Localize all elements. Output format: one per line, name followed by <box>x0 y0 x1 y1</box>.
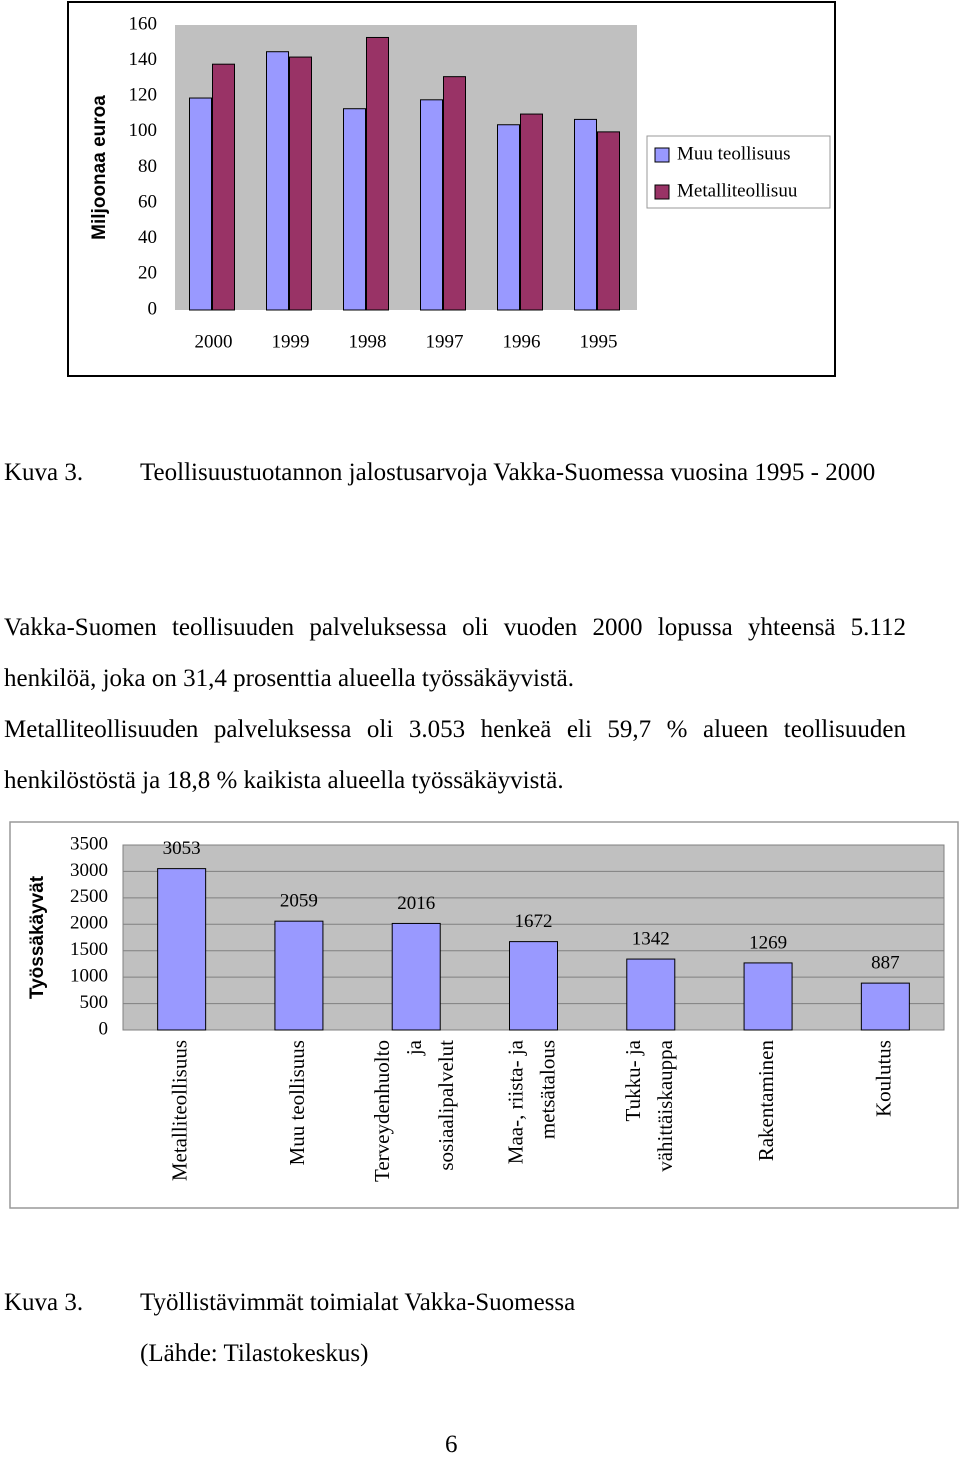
x-tick-label: Koulutus <box>871 1040 895 1117</box>
bar <box>597 131 620 311</box>
bar <box>391 922 441 1031</box>
y-axis-label: Miljoonaa euroa <box>89 95 110 240</box>
legend-swatch <box>654 184 670 200</box>
caption-label: Kuva 3. <box>4 1289 84 1316</box>
paragraph-text: Metalliteollisuuden palveluksessa oli 3.… <box>4 716 906 794</box>
bar <box>420 99 443 311</box>
value-label: 1342 <box>632 928 670 949</box>
bar <box>509 941 558 1031</box>
y-tick-label: 160 <box>129 13 158 34</box>
bar <box>189 97 212 311</box>
bar <box>743 962 793 1031</box>
x-tick-label: Metalliteollisuus <box>167 1040 191 1181</box>
x-tick-label: 1995 <box>580 331 618 352</box>
y-tick-label: 2000 <box>70 913 108 934</box>
y-tick-label: 3000 <box>70 860 108 881</box>
x-tick-label: Tukku- ja vähittäiskauppa <box>621 1039 677 1171</box>
plot-area <box>175 25 637 310</box>
bar <box>266 51 289 311</box>
x-tick-label: Rakentaminen <box>754 1040 778 1162</box>
caption-text: Työllistävimmät toimialat Vakka-Suomessa <box>140 1289 576 1316</box>
bar <box>289 56 312 311</box>
y-tick-label: 500 <box>80 992 109 1013</box>
bar <box>520 113 543 311</box>
bar <box>626 958 676 1031</box>
bar <box>157 868 207 1031</box>
bar <box>443 76 466 311</box>
bar <box>212 63 235 311</box>
x-tick-label: 1999 <box>272 331 310 352</box>
value-label: 887 <box>871 952 900 973</box>
y-tick-label: 80 <box>138 156 157 177</box>
y-tick-label: 0 <box>99 1018 109 1039</box>
x-tick-label: 1998 <box>349 331 387 352</box>
x-tick-label: Terveydenhuolto ja sosiaalipalvelut <box>370 1039 458 1182</box>
y-axis-label: Työssäkäyvät <box>27 875 48 999</box>
y-tick-label: 140 <box>129 49 158 70</box>
y-tick-label: 40 <box>138 227 157 248</box>
y-tick-label: 100 <box>129 120 158 141</box>
y-tick-label: 3500 <box>70 833 108 854</box>
value-label: 2059 <box>280 891 318 912</box>
legend-box <box>646 135 831 209</box>
x-tick-label: Muu teollisuus <box>285 1040 309 1165</box>
value-label: 3053 <box>163 838 201 859</box>
value-label: 1269 <box>749 932 787 953</box>
x-tick-label: 2000 <box>195 331 233 352</box>
legend-swatch <box>654 147 670 163</box>
bar <box>860 982 910 1031</box>
legend-label: Muu teollisuus <box>677 143 790 164</box>
y-tick-label: 2500 <box>70 886 108 907</box>
y-tick-label: 20 <box>138 263 157 284</box>
bar <box>574 118 597 311</box>
x-tick-label: 1997 <box>426 331 464 352</box>
y-tick-label: 60 <box>138 191 157 212</box>
y-tick-label: 120 <box>129 85 158 106</box>
y-tick-label: 0 <box>148 298 158 319</box>
paragraph-text: Vakka-Suomen teollisuuden palveluksessa … <box>4 614 906 692</box>
bar <box>366 36 389 311</box>
caption-label: Kuva 3. <box>4 459 84 486</box>
value-label: 1672 <box>515 911 553 932</box>
bar <box>274 920 324 1031</box>
x-tick-label: Maa-, riista- ja metsätalous <box>503 1039 559 1164</box>
bar <box>497 124 520 311</box>
x-tick-label: 1996 <box>503 331 541 352</box>
caption-source: (Lähde: Tilastokeskus) <box>140 1340 369 1367</box>
y-tick-label: 1000 <box>70 966 108 987</box>
bar <box>343 108 366 311</box>
legend-label: Metalliteollisuu <box>677 180 798 201</box>
value-label: 2016 <box>397 893 435 914</box>
paragraph: Vakka-Suomen teollisuuden palveluksessa … <box>4 602 906 806</box>
caption-text: Teollisuustuotannon jalostusarvoja Vakka… <box>140 459 876 486</box>
y-tick-label: 1500 <box>70 939 108 960</box>
page-number: 6 <box>445 1431 458 1458</box>
